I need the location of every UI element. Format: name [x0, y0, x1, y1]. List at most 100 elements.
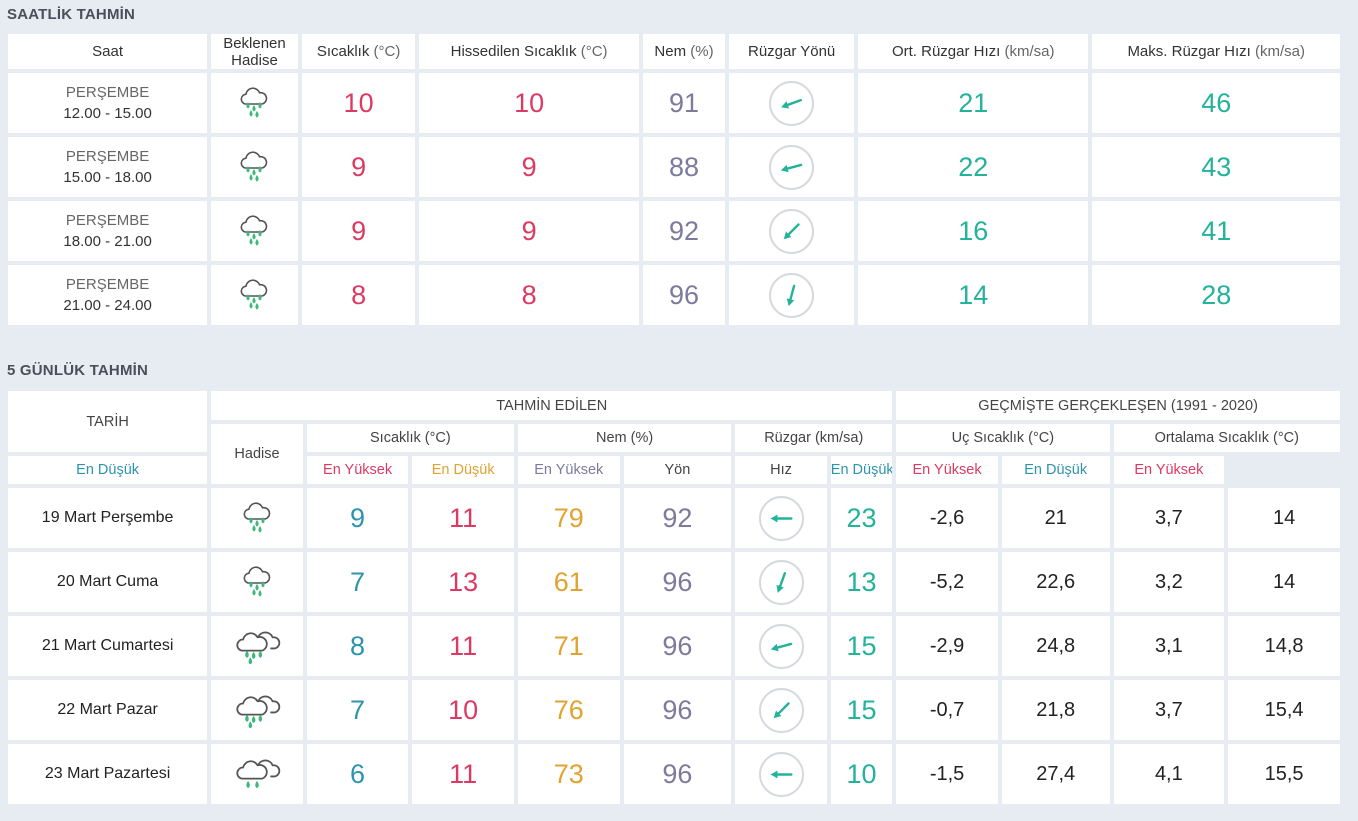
- humidity-low-cell-value: 71: [553, 630, 584, 661]
- max-wind-cell: 28: [1092, 265, 1340, 325]
- extreme-high-cell-value: 24,8: [1036, 634, 1076, 657]
- extreme-low-cell-value: -1,5: [929, 762, 965, 785]
- weather-cell: [211, 201, 298, 261]
- wind-direction-cell: [729, 265, 855, 325]
- feels-like-cell: 9: [419, 201, 639, 261]
- header-temp-high: En Yüksek: [306, 456, 409, 484]
- weather-cell: [211, 744, 303, 804]
- extreme-high-cell-value: 21,8: [1036, 698, 1076, 721]
- extreme-low-cell: -5,2: [896, 552, 998, 612]
- avg-high-cell: 14,8: [1228, 616, 1340, 676]
- temp-high-cell: 13: [412, 552, 514, 612]
- wind-speed-cell-value: 15: [846, 630, 877, 661]
- wind-direction-arrow-icon: [769, 272, 815, 318]
- time-range: 18.00 - 21.00: [63, 233, 152, 250]
- temp-high-cell: 10: [412, 680, 514, 740]
- humidity-cell-value: 88: [668, 151, 700, 182]
- header-yon: Yön: [623, 456, 732, 484]
- avg-high-cell: 15,5: [1228, 744, 1340, 804]
- header-nem: Nem (%): [517, 424, 732, 452]
- header-sicaklik: Sıcaklık (°C): [306, 424, 514, 452]
- header-hum-high: En Yüksek: [517, 456, 620, 484]
- avg-low-cell-value: 3,7: [1154, 698, 1183, 721]
- header-hum-low: En Düşük: [412, 456, 514, 484]
- header-avg-high: En Yüksek: [1113, 456, 1225, 484]
- humidity-cell-value: 92: [668, 215, 700, 246]
- avg-wind-cell-value: 14: [958, 279, 989, 310]
- temp-low-cell: 6: [306, 744, 409, 804]
- max-wind-cell-value: 41: [1201, 215, 1232, 246]
- header-sicaklik: Sıcaklık (°C): [301, 34, 416, 69]
- extreme-high-cell: 21,8: [1001, 680, 1110, 740]
- wind-direction-cell: [729, 137, 855, 197]
- extreme-low-cell-value: -5,2: [929, 570, 965, 593]
- table-row: PERŞEMBE 12.00 - 15.00 10 10 91 21 46: [8, 73, 1340, 133]
- humidity-low-cell: 71: [517, 616, 620, 676]
- avg-high-cell: 15,4: [1228, 680, 1340, 740]
- wind-speed-cell: 15: [830, 616, 893, 676]
- double-drizzle-cloud-icon: [231, 752, 283, 797]
- temp-high-cell: 11: [412, 488, 514, 548]
- feels-like-cell: 10: [419, 73, 639, 133]
- temperature-cell-value: 9: [351, 151, 367, 182]
- date-cell: 19 Mart Perşembe: [8, 488, 208, 548]
- humidity-high-cell-value: 96: [662, 566, 693, 597]
- avg-wind-cell-value: 22: [958, 151, 989, 182]
- temperature-cell: 9: [301, 201, 416, 261]
- feels-like-cell-value: 10: [514, 87, 545, 118]
- humidity-high-cell-value: 96: [662, 694, 693, 725]
- temperature-cell: 10: [301, 73, 416, 133]
- time-cell: PERŞEMBE 12.00 - 15.00: [8, 73, 208, 133]
- header-temp-low: En Düşük: [8, 456, 208, 484]
- avg-low-cell-value: 3,1: [1154, 634, 1183, 657]
- avg-wind-cell-value: 16: [958, 215, 989, 246]
- temperature-cell-value: 10: [343, 87, 374, 118]
- avg-low-cell: 3,7: [1113, 680, 1225, 740]
- wind-direction-cell: [735, 744, 827, 804]
- wind-speed-cell-value: 10: [846, 758, 877, 789]
- header-uc-sicaklik: Uç Sıcaklık (°C): [896, 424, 1110, 452]
- rain-cloud-icon: [234, 212, 274, 251]
- humidity-high-cell: 96: [623, 680, 732, 740]
- hourly-forecast-table: Saat Beklenen Hadise Sıcaklık (°C) Hissed…: [4, 30, 1344, 329]
- avg-low-cell-value: 4,1: [1154, 762, 1183, 785]
- table-row: 22 Mart Pazar 7 10 76 96 15 -0,7 21,8 3,7 15,4: [8, 680, 1340, 740]
- extreme-high-cell-value: 27,4: [1036, 762, 1076, 785]
- max-wind-cell-value: 28: [1201, 279, 1232, 310]
- humidity-high-cell-value: 96: [662, 758, 693, 789]
- extreme-low-cell-value: -0,7: [929, 698, 965, 721]
- avg-high-cell: 14: [1228, 488, 1340, 548]
- header-extreme-low: En Düşük: [830, 456, 893, 484]
- date-cell: 20 Mart Cuma: [8, 552, 208, 612]
- hourly-section-title: SAATLİK TAHMİN: [7, 6, 136, 23]
- avg-low-cell: 3,2: [1113, 552, 1225, 612]
- avg-low-cell: 3,7: [1113, 488, 1225, 548]
- humidity-high-cell: 96: [623, 744, 732, 804]
- daily-section-title: 5 GÜNLÜK TAHMİN: [7, 362, 149, 379]
- wind-direction-arrow-icon: [758, 495, 804, 541]
- table-row: 23 Mart Pazartesi 6 11 73 96 10 -1,5 27,4 4,1 15…: [8, 744, 1340, 804]
- humidity-low-cell-value: 79: [553, 502, 584, 533]
- avg-low-cell: 3,1: [1113, 616, 1225, 676]
- date-cell-value: 22 Mart Pazar: [57, 701, 158, 718]
- date-cell-value: 21 Mart Cumartesi: [41, 637, 174, 654]
- rain-cloud-icon: [234, 276, 274, 315]
- table-row: 20 Mart Cuma 7 13 61 96 13 -5,2 22,6 3,2 14: [8, 552, 1340, 612]
- feels-like-cell: 8: [419, 265, 639, 325]
- avg-high-cell-value: 15,4: [1264, 698, 1304, 721]
- weather-cell: [211, 488, 303, 548]
- date-cell: 23 Mart Pazartesi: [8, 744, 208, 804]
- wind-direction-cell: [735, 680, 827, 740]
- rain-cloud-icon: [237, 563, 277, 602]
- temperature-cell-value: 8: [351, 279, 367, 310]
- humidity-high-cell-value: 96: [662, 630, 693, 661]
- humidity-low-cell: 79: [517, 488, 620, 548]
- temp-low-cell-value: 6: [350, 758, 366, 789]
- extreme-low-cell: -0,7: [896, 680, 998, 740]
- temp-high-cell-value: 11: [449, 630, 478, 661]
- feels-like-cell-value: 9: [521, 151, 537, 182]
- max-wind-cell: 46: [1092, 73, 1340, 133]
- wind-direction-arrow-icon: [758, 751, 804, 797]
- time-range: 12.00 - 15.00: [63, 105, 152, 122]
- time-cell: PERŞEMBE 15.00 - 18.00: [8, 137, 208, 197]
